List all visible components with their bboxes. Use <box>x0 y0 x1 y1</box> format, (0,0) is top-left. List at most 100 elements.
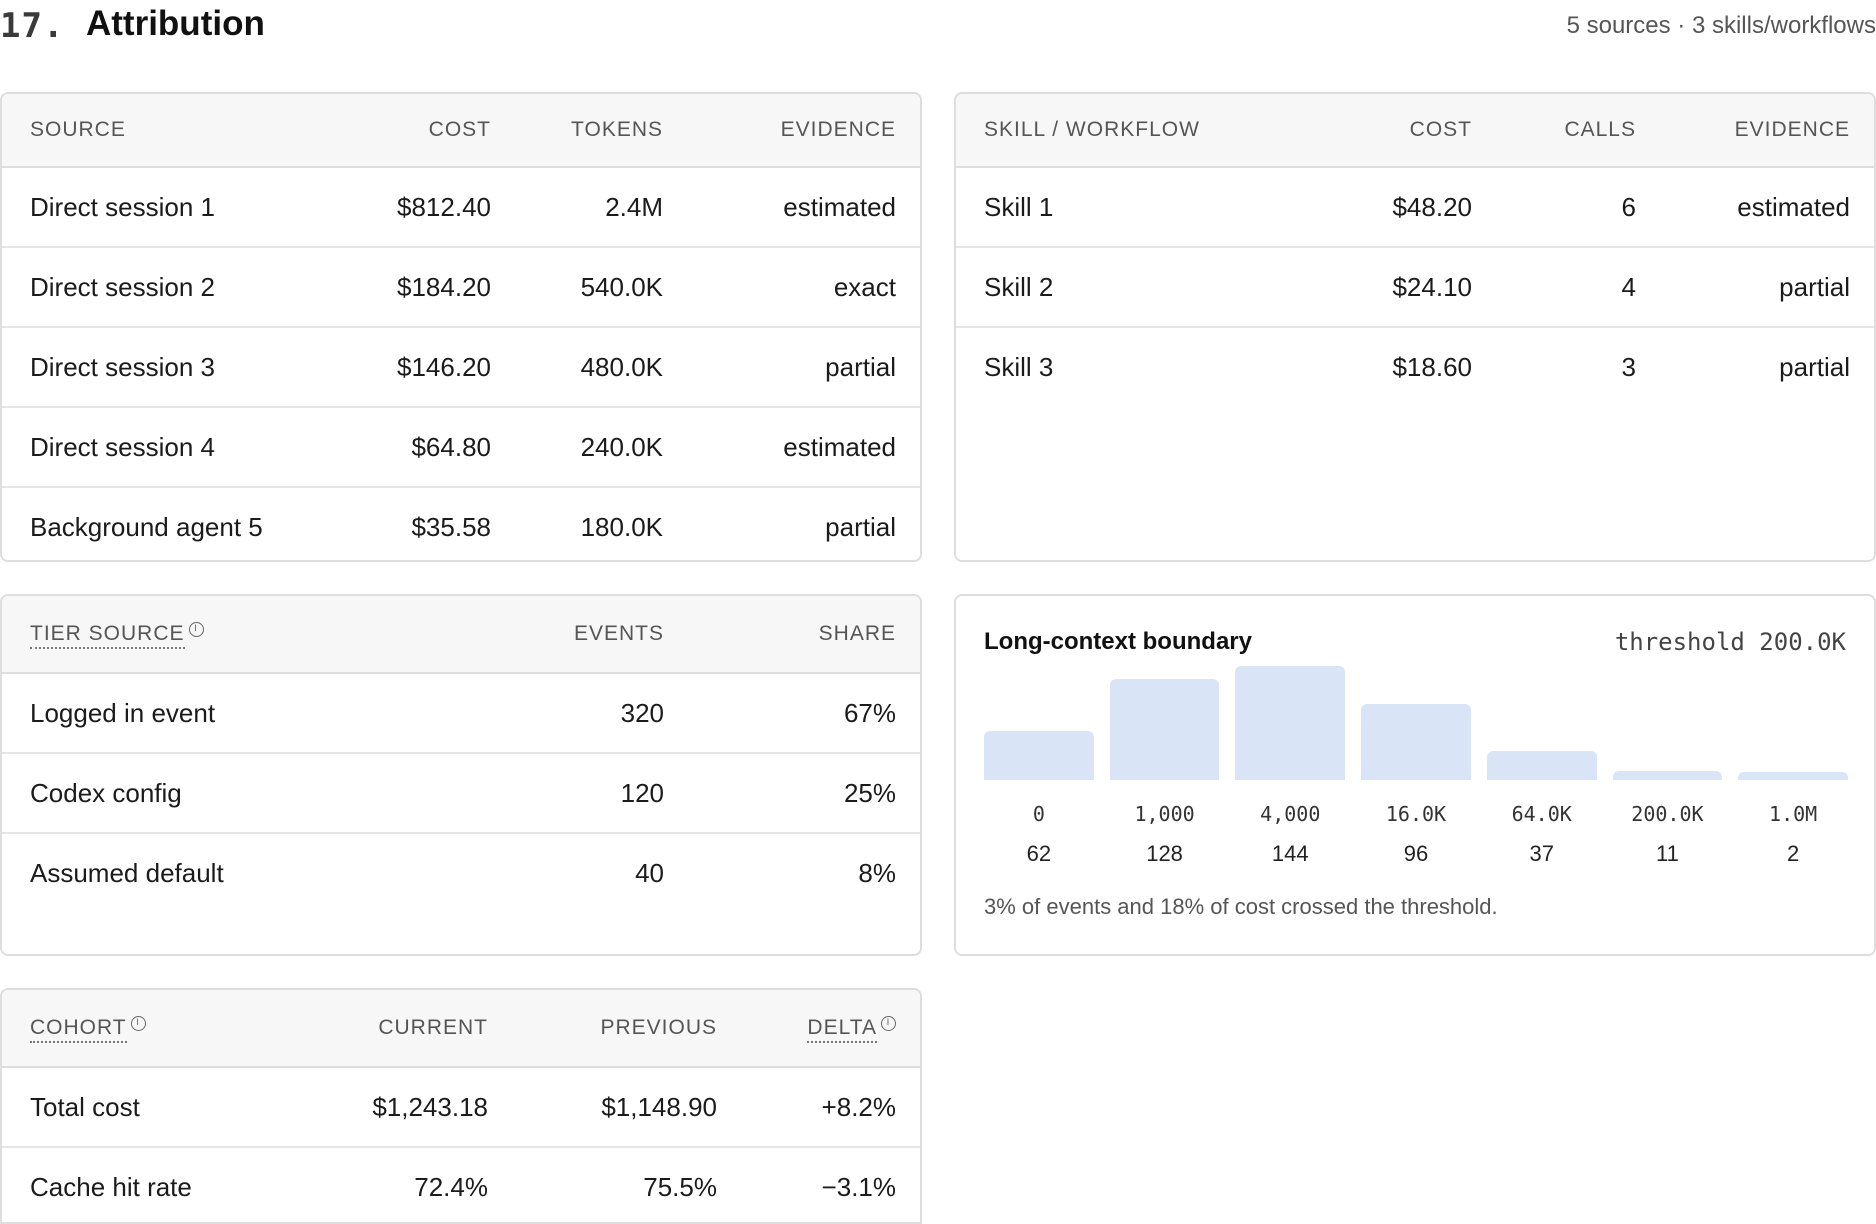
histogram-bar[interactable] <box>984 730 1094 780</box>
histogram-bar[interactable] <box>1486 750 1597 780</box>
sources-table: SOURCE COST TOKENS EVIDENCE Direct sessi… <box>2 94 920 560</box>
tier-name: Codex config <box>2 753 422 834</box>
tier-name: Logged in event <box>2 673 422 754</box>
tier-share: 8% <box>858 857 896 888</box>
tier-events: 120 <box>422 753 692 834</box>
tier-source-label: TIER SOURCE <box>30 622 185 649</box>
bucket-count: 144 <box>1271 841 1309 866</box>
bucket-count: 2 <box>1787 841 1800 866</box>
table-header-row: COHORT i CURRENT PREVIOUS DELTA i <box>2 990 920 1068</box>
histogram-bar[interactable] <box>1612 771 1723 780</box>
source-tokens: 480.0K <box>519 327 691 408</box>
threshold-label: threshold 200.0K <box>1614 628 1846 656</box>
cohort-previous: 75.5% <box>643 1171 717 1202</box>
bucket-count: 128 <box>1146 841 1183 866</box>
histogram-bar[interactable] <box>1109 678 1220 780</box>
table-row[interactable]: Assumed default 40 8% <box>2 833 920 912</box>
source-evidence: estimated <box>691 167 920 248</box>
table-row[interactable]: Direct session 2 $184.20 540.0K exact <box>2 247 920 328</box>
bucket-count: 62 <box>1026 841 1052 866</box>
col-events[interactable]: EVENTS <box>422 596 692 674</box>
source-tokens: 240.0K <box>519 407 691 488</box>
table-row[interactable]: Direct session 4 $64.80 240.0K estimated <box>2 407 920 488</box>
col-skill-workflow[interactable]: SKILL / WORKFLOW <box>956 94 1336 168</box>
long-context-title: Long-context boundary <box>984 628 1252 655</box>
cohort-table: COHORT i CURRENT PREVIOUS DELTA i Total co… <box>2 990 920 1222</box>
info-icon[interactable]: i <box>881 1016 896 1031</box>
cohort-card: COHORT i CURRENT PREVIOUS DELTA i Total co… <box>0 988 922 1224</box>
info-icon[interactable]: i <box>188 622 204 637</box>
source-tokens: 540.0K <box>519 247 691 328</box>
cohort-previous: $1,148.90 <box>516 1067 745 1148</box>
col-evidence[interactable]: EVIDENCE <box>1664 94 1874 168</box>
skill-calls: 3 <box>1621 351 1636 382</box>
tier-share: 25% <box>692 753 920 834</box>
source-evidence: partial <box>691 327 920 408</box>
source-cost: $35.58 <box>411 511 491 542</box>
skill-cost: $48.20 <box>1336 167 1500 248</box>
tier-source-card: TIER SOURCE i EVENTS SHARE Logged in even… <box>0 594 922 956</box>
source-cost: $64.80 <box>332 407 519 488</box>
bucket-label: 16.0K <box>1385 802 1447 826</box>
delta-label: DELTA <box>807 1016 877 1043</box>
col-cost[interactable]: COST <box>332 94 519 168</box>
cohort-metric: Total cost <box>2 1067 287 1148</box>
source-tokens: 180.0K <box>580 511 663 542</box>
table-header-row: SKILL / WORKFLOW COST CALLS EVIDENCE <box>956 94 1874 168</box>
cohort-label: COHORT <box>30 1016 127 1043</box>
info-icon[interactable]: i <box>130 1016 146 1031</box>
table-row[interactable]: Cache hit rate 72.4% 75.5% −3.1% <box>2 1147 920 1222</box>
col-current[interactable]: CURRENT <box>287 990 516 1068</box>
table-row[interactable]: Skill 1 $48.20 6 estimated <box>956 167 1874 248</box>
cohort-metric: Cache hit rate <box>30 1171 192 1202</box>
col-share[interactable]: SHARE <box>692 596 920 674</box>
col-delta[interactable]: DELTA i <box>745 990 920 1068</box>
tier-source-table: TIER SOURCE i EVENTS SHARE Logged in even… <box>2 596 920 912</box>
skill-evidence: estimated <box>1664 167 1874 248</box>
table-row[interactable]: Direct session 1 $812.40 2.4M estimated <box>2 167 920 248</box>
long-context-card: Long-context boundary threshold 200.0K 0… <box>954 594 1876 956</box>
source-name: Direct session 3 <box>2 327 332 408</box>
skills-card: SKILL / WORKFLOW COST CALLS EVIDENCE Ski… <box>954 92 1876 562</box>
table-row[interactable]: Background agent 5 $35.58 180.0K partial <box>2 487 920 560</box>
cohort-current: 72.4% <box>414 1171 488 1202</box>
col-calls[interactable]: CALLS <box>1500 94 1664 168</box>
table-row[interactable]: Logged in event 320 67% <box>2 673 920 754</box>
skills-table: SKILL / WORKFLOW COST CALLS EVIDENCE Ski… <box>956 94 1874 406</box>
table-row[interactable]: Skill 2 $24.10 4 partial <box>956 247 1874 328</box>
table-row[interactable]: Skill 3 $18.60 3 partial <box>956 327 1874 406</box>
source-name: Background agent 5 <box>30 511 263 542</box>
cohort-current: $1,243.18 <box>287 1067 516 1148</box>
section-number: 17. <box>0 6 65 46</box>
histogram-bar[interactable] <box>1361 704 1471 780</box>
skill-name: Skill 2 <box>956 247 1336 328</box>
cohort-delta: +8.2% <box>745 1067 920 1148</box>
histogram-bar[interactable] <box>1235 666 1346 780</box>
section-header: 17. Attribution 5 sources · 3 skills/wor… <box>0 0 1876 52</box>
source-name: Direct session 2 <box>2 247 332 328</box>
col-source[interactable]: SOURCE <box>2 94 332 168</box>
bucket-count: 96 <box>1403 841 1429 866</box>
histogram-bar[interactable] <box>1738 772 1848 780</box>
sources-card: SOURCE COST TOKENS EVIDENCE Direct sessi… <box>0 92 922 562</box>
table-row[interactable]: Codex config 120 25% <box>2 753 920 834</box>
bucket-count: 11 <box>1656 841 1679 866</box>
table-header-row: TIER SOURCE i EVENTS SHARE <box>2 596 920 674</box>
col-tier-source[interactable]: TIER SOURCE i <box>2 596 422 674</box>
col-evidence[interactable]: EVIDENCE <box>691 94 920 168</box>
col-tokens[interactable]: TOKENS <box>519 94 691 168</box>
source-evidence: exact <box>691 247 920 328</box>
histogram-bars <box>984 666 1848 780</box>
source-name: Direct session 4 <box>2 407 332 488</box>
section-title: Attribution <box>86 4 265 43</box>
col-cohort[interactable]: COHORT i <box>2 990 287 1068</box>
skill-cost: $18.60 <box>1392 351 1472 382</box>
table-row[interactable]: Direct session 3 $146.20 480.0K partial <box>2 327 920 408</box>
col-previous[interactable]: PREVIOUS <box>516 990 745 1068</box>
source-cost: $812.40 <box>332 167 519 248</box>
bucket-label: 0 <box>1032 802 1045 826</box>
table-row[interactable]: Total cost $1,243.18 $1,148.90 +8.2% <box>2 1067 920 1148</box>
bucket-label: 1,000 <box>1134 802 1195 826</box>
col-cost[interactable]: COST <box>1336 94 1500 168</box>
bucket-label: 1.0M <box>1769 802 1818 826</box>
